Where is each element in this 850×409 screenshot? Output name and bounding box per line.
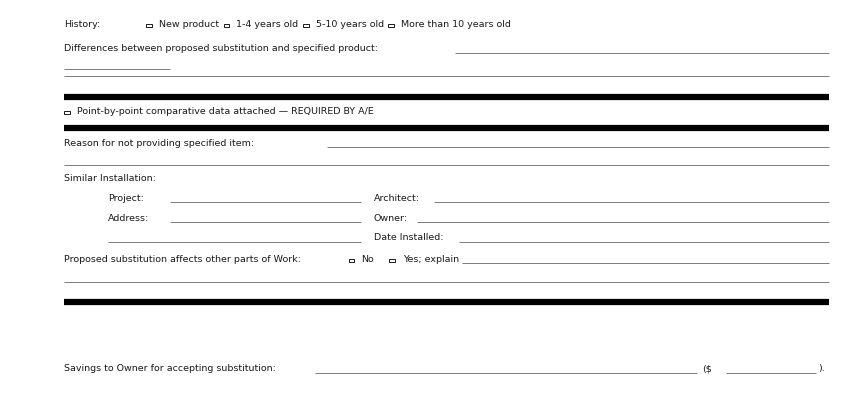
FancyBboxPatch shape (303, 25, 309, 28)
Text: Differences between proposed substitution and specified product:: Differences between proposed substitutio… (64, 44, 377, 53)
Text: ).: ). (819, 363, 825, 372)
Text: More than 10 years old: More than 10 years old (401, 20, 511, 29)
Text: Owner:: Owner: (374, 213, 408, 222)
Text: Address:: Address: (108, 213, 150, 222)
Text: 5-10 years old: 5-10 years old (316, 20, 384, 29)
Text: Reason for not providing specified item:: Reason for not providing specified item: (64, 138, 254, 147)
FancyBboxPatch shape (224, 25, 230, 28)
Text: 1-4 years old: 1-4 years old (236, 20, 298, 29)
Text: Savings to Owner for accepting substitution:: Savings to Owner for accepting substitut… (64, 363, 275, 372)
FancyBboxPatch shape (64, 112, 70, 115)
Text: Similar Installation:: Similar Installation: (64, 174, 156, 183)
Text: Date Installed:: Date Installed: (374, 233, 444, 242)
Text: Point-by-point comparative data attached — REQUIRED BY A/E: Point-by-point comparative data attached… (77, 107, 374, 116)
FancyBboxPatch shape (388, 25, 394, 28)
FancyBboxPatch shape (389, 259, 395, 262)
Text: No: No (361, 254, 374, 263)
Text: Project:: Project: (108, 193, 144, 202)
Text: Proposed substitution affects other parts of Work:: Proposed substitution affects other part… (64, 254, 301, 263)
FancyBboxPatch shape (348, 259, 354, 262)
Text: Architect:: Architect: (374, 193, 420, 202)
Text: ($: ($ (702, 363, 711, 372)
Text: Yes; explain: Yes; explain (403, 254, 459, 263)
FancyBboxPatch shape (146, 25, 152, 28)
Text: History:: History: (64, 20, 100, 29)
Text: New product: New product (159, 20, 219, 29)
